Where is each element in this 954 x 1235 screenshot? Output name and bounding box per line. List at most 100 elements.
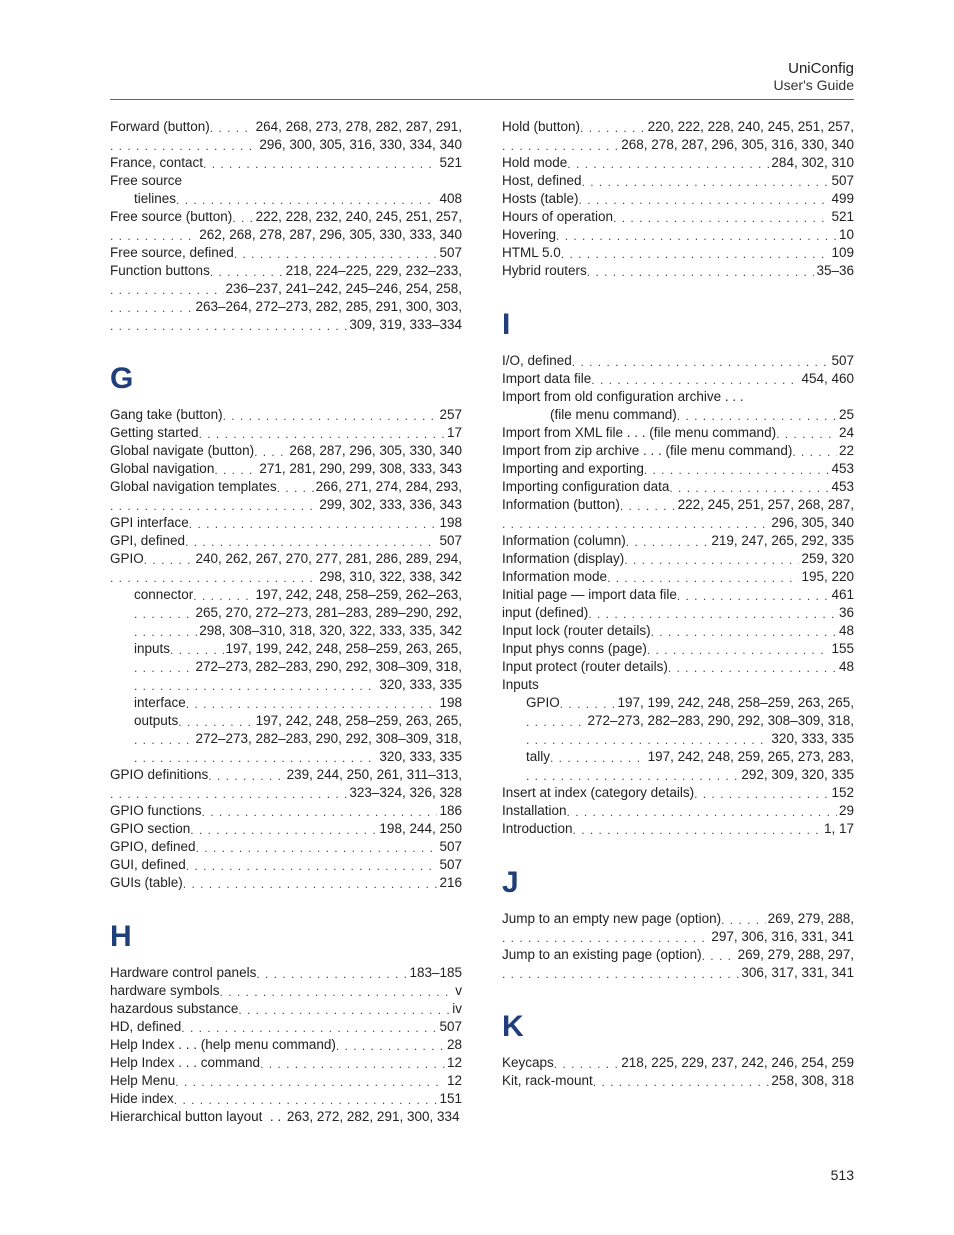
entry-label: Hide index [110, 1090, 174, 1108]
page-refs: 10 [837, 226, 854, 244]
page-refs: 28 [445, 1036, 462, 1054]
section-letter: G [110, 362, 462, 396]
index-entry: Hold (button)220, 222, 228, 240, 245, 25… [502, 118, 854, 136]
entry-label: Hours of operation [502, 208, 613, 226]
page-refs: 197, 199, 242, 248, 258–259, 263, 265, [224, 640, 462, 658]
entry-label: Hold mode [502, 154, 567, 172]
page-refs: 271, 281, 290, 299, 308, 333, 343 [257, 460, 462, 478]
page-refs: 272–273, 282–283, 290, 292, 308–309, 318… [586, 712, 855, 730]
entry-label: GUI, defined [110, 856, 186, 874]
entry-label: Hovering [502, 226, 556, 244]
index-entry-continuation: 263–264, 272–273, 282, 285, 291, 300, 30… [110, 298, 462, 316]
index-entry: Import from zip archive . . . (file menu… [502, 442, 854, 460]
page-refs: 219, 247, 265, 292, 335 [709, 532, 854, 550]
index-entry: hardware symbolsv [110, 982, 462, 1000]
leader-dots [336, 1037, 445, 1054]
page-refs: 507 [437, 244, 462, 262]
page-refs: 220, 222, 228, 240, 245, 251, 257, [646, 118, 854, 136]
index-entry: GPIO section198, 244, 250 [110, 820, 462, 838]
page-refs: 453 [829, 460, 854, 478]
entry-label: Introduction [502, 820, 573, 838]
leader-dots [651, 623, 837, 640]
page-refs: 454, 460 [799, 370, 854, 388]
index-entry: GPI, defined507 [110, 532, 462, 550]
leader-dots [210, 119, 254, 136]
entry-label: GPIO [110, 550, 144, 568]
page-refs: 12 [445, 1054, 462, 1072]
page-refs: 1, 17 [822, 820, 854, 838]
index-entry-continuation: 320, 333, 335 [502, 730, 854, 748]
entry-label: (file menu command) [550, 406, 677, 424]
entry-label: Importing and exporting [502, 460, 644, 478]
leader-dots [110, 569, 317, 586]
index-entry-continuation: 297, 306, 316, 331, 341 [502, 928, 854, 946]
entry-label: Importing configuration data [502, 478, 669, 496]
page-refs: 306, 317, 331, 341 [739, 964, 854, 982]
leader-dots [223, 407, 438, 424]
leader-dots [220, 983, 454, 1000]
leader-dots [110, 227, 197, 244]
leader-dots [573, 821, 822, 838]
entry-label: Hosts (table) [502, 190, 579, 208]
leader-dots [613, 209, 829, 226]
index-entry: Importing and exporting 453 [502, 460, 854, 478]
leader-dots [256, 965, 407, 982]
index-entry: Hybrid routers35–36 [502, 262, 854, 280]
leader-dots [647, 641, 830, 658]
leader-dots [174, 1091, 438, 1108]
leader-dots [593, 1073, 770, 1090]
page-refs: 272–273, 282–283, 290, 292, 308–309, 318… [194, 730, 463, 748]
entry-label: Insert at index (category details) [502, 784, 694, 802]
leader-dots [178, 713, 253, 730]
entry-label: Inputs [502, 676, 539, 694]
leader-dots [202, 803, 438, 820]
index-entry: Global navigation271, 281, 290, 299, 308… [110, 460, 462, 478]
leader-dots [580, 119, 646, 136]
leader-dots [668, 659, 837, 676]
index-entry-continuation: 298, 308–310, 318, 320, 322, 333, 335, 3… [110, 622, 462, 640]
index-entry: Global navigate (button)268, 287, 296, 3… [110, 442, 462, 460]
entry-label: France, contact [110, 154, 203, 172]
entry-label: Information mode [502, 568, 607, 586]
leader-dots [626, 533, 710, 550]
entry-label: Help Index . . . command [110, 1054, 260, 1072]
page-refs: 309, 319, 333–334 [347, 316, 462, 334]
leader-dots [110, 137, 257, 154]
leader-dots [554, 1055, 620, 1072]
entry-label: hardware symbols [110, 982, 220, 1000]
leader-dots [587, 263, 815, 280]
leader-dots [277, 479, 314, 496]
index-entry: Input lock (router details)48 [502, 622, 854, 640]
page-refs: 268, 278, 287, 296, 305, 316, 330, 340 [619, 136, 854, 154]
entry-label: Import data file [502, 370, 591, 388]
index-entry: inputs 197, 199, 242, 248, 258–259, 263, … [110, 640, 462, 658]
index-entry-continuation: 262, 268, 278, 287, 296, 305, 330, 333, … [110, 226, 462, 244]
page-refs: 257 [437, 406, 462, 424]
leader-dots [526, 731, 769, 748]
page-refs: 262, 268, 278, 287, 296, 305, 330, 333, … [197, 226, 462, 244]
leader-dots [193, 587, 253, 604]
entry-label: inputs [134, 640, 170, 658]
page-refs: 17 [445, 424, 462, 442]
entry-label: Forward (button) [110, 118, 210, 136]
page-refs: 12 [445, 1072, 462, 1090]
entry-label: Input lock (router details) [502, 622, 651, 640]
page-refs: 197, 242, 248, 258–259, 263, 265, [254, 712, 462, 730]
leader-dots [776, 425, 837, 442]
index-entry: tally197, 242, 248, 259, 265, 273, 283, [502, 748, 854, 766]
index-entry-continuation: 236–237, 241–242, 245–246, 254, 258, [110, 280, 462, 298]
page-refs: 197, 242, 248, 258–259, 262–263, [254, 586, 462, 604]
entry-label: HTML 5.0 [502, 244, 561, 262]
leader-dots [694, 785, 829, 802]
index-entry: Getting started17 [110, 424, 462, 442]
doc-title: UniConfig [110, 60, 854, 77]
index-entry: Hardware control panels183–185 [110, 964, 462, 982]
section-letter: K [502, 1010, 854, 1044]
page-refs: 408 [437, 190, 462, 208]
leader-dots [181, 1019, 437, 1036]
page-refs: 263–264, 272–273, 282, 285, 291, 300, 30… [194, 298, 463, 316]
entry-label: GPI, defined [110, 532, 185, 550]
leader-dots [170, 641, 224, 658]
leader-dots [110, 281, 224, 298]
page-refs: 240, 262, 267, 270, 277, 281, 286, 289, … [194, 550, 462, 568]
